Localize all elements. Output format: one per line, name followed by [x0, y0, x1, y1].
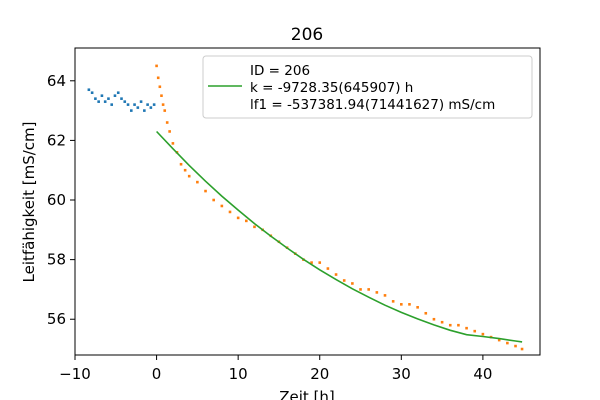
point-after: [165, 121, 169, 124]
y-tick-label: 60: [47, 191, 66, 209]
point-before: [133, 103, 136, 106]
point-before: [110, 103, 114, 106]
point-after: [391, 300, 395, 303]
point-after: [465, 326, 468, 330]
point-after: [310, 261, 313, 264]
point-after: [367, 288, 370, 291]
y-axis-label: Leitfähigkeit [mS/cm]: [20, 122, 38, 283]
point-before: [139, 100, 143, 103]
point-before: [126, 103, 130, 106]
point-after: [187, 174, 191, 178]
point-before: [94, 97, 97, 100]
point-before: [123, 100, 127, 103]
point-after: [416, 306, 419, 309]
point-after: [253, 225, 256, 229]
point-after: [245, 219, 248, 223]
point-before: [87, 88, 91, 92]
point-after: [506, 341, 509, 345]
point-after: [163, 109, 167, 112]
legend: ID = 206 k = -9728.35(645907) h lf1 = -5…: [202, 55, 533, 119]
point-before: [100, 94, 104, 97]
point-after: [473, 329, 477, 333]
legend-line-k: k = -9728.35(645907) h: [250, 80, 413, 96]
point-after: [400, 303, 403, 306]
x-tick-label: 0: [152, 365, 162, 383]
point-after: [160, 94, 163, 97]
point-before: [113, 94, 117, 97]
x-tick-label: −10: [59, 365, 91, 383]
x-tick-label: 30: [392, 365, 411, 383]
point-after: [440, 320, 444, 324]
point-after: [457, 323, 460, 327]
point-after: [351, 282, 354, 285]
fit-line: [156, 130, 523, 343]
legend-line-lf1: lf1 = -537381.94(71441627) mS/cm: [250, 97, 495, 113]
point-after: [424, 311, 428, 315]
point-after: [204, 189, 207, 193]
point-before: [146, 103, 149, 106]
point-after: [318, 261, 322, 264]
point-before: [107, 97, 110, 100]
point-after: [326, 267, 330, 270]
y-axis: 56 58 60 62 64: [47, 72, 75, 328]
point-before: [120, 97, 123, 100]
point-before: [149, 106, 153, 109]
point-after: [155, 64, 158, 68]
point-after: [359, 288, 362, 291]
point-after: [481, 332, 485, 336]
point-before: [90, 91, 94, 95]
point-before: [97, 100, 100, 103]
point-after: [520, 347, 524, 351]
point-after: [220, 204, 224, 208]
point-after: [448, 323, 452, 327]
x-tick-label: 40: [473, 365, 492, 383]
point-before: [143, 109, 146, 112]
point-after: [497, 338, 501, 342]
point-after: [432, 317, 436, 321]
point-after: [171, 142, 175, 145]
point-before: [116, 91, 120, 95]
legend-box: [202, 55, 533, 119]
x-axis: −10 0 10 20 30 40: [59, 355, 492, 383]
point-after: [383, 294, 387, 297]
plot-frame: [74, 47, 541, 356]
point-after: [236, 216, 240, 220]
point-before: [129, 109, 133, 112]
points-before: [87, 88, 156, 112]
point-after: [183, 168, 187, 172]
point-after: [196, 180, 199, 184]
x-axis-label: Zeit [h]: [279, 388, 335, 400]
point-after: [334, 273, 338, 276]
point-after: [212, 198, 215, 202]
legend-line-id: ID = 206: [250, 63, 310, 79]
y-tick-label: 64: [47, 72, 66, 90]
point-before: [136, 106, 140, 109]
x-tick-label: 20: [310, 365, 329, 383]
point-before: [103, 100, 107, 103]
point-after: [342, 279, 346, 282]
point-before: [152, 103, 156, 106]
point-after: [158, 85, 162, 89]
y-tick-label: 62: [47, 131, 66, 149]
y-tick-label: 58: [47, 251, 66, 269]
point-after: [168, 130, 171, 133]
point-after: [375, 291, 379, 294]
point-after: [156, 76, 160, 80]
chart-title: 206: [291, 25, 323, 45]
point-after: [161, 103, 165, 106]
point-after: [514, 344, 517, 348]
point-after: [408, 303, 411, 306]
point-after: [179, 162, 183, 166]
point-after: [228, 210, 232, 214]
x-tick-label: 10: [229, 365, 248, 383]
y-tick-label: 56: [47, 310, 66, 328]
